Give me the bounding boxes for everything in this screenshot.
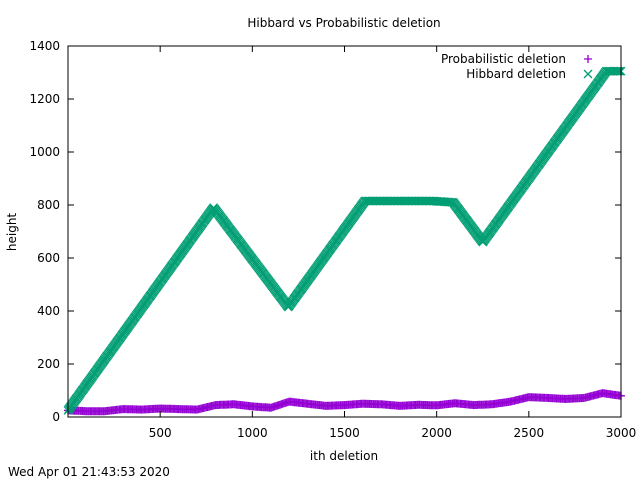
legend-marker: [584, 55, 592, 63]
y-tick-label: 1200: [29, 92, 60, 106]
x-tick-label: 2500: [514, 426, 545, 440]
y-tick-label: 0: [52, 410, 60, 424]
x-axis: 500 1000 1500 2000 2500 3000: [149, 46, 637, 440]
plot-marks: [63, 66, 626, 416]
y-tick-label: 1400: [29, 39, 60, 53]
data-point: [444, 197, 454, 207]
chart-title: Hibbard vs Probabilistic deletion: [247, 16, 440, 30]
x-tick-label: 2000: [421, 426, 452, 440]
legend-label: Hibbard deletion: [466, 67, 566, 81]
x-axis-label: ith deletion: [310, 449, 378, 463]
series-hibbard: [63, 66, 626, 415]
timestamp-footer: Wed Apr 01 21:43:53 2020: [8, 465, 170, 479]
legend-label: Probabilistic deletion: [441, 52, 566, 66]
data-point: [612, 66, 622, 76]
y-tick-label: 800: [37, 198, 60, 212]
data-point: [615, 66, 625, 76]
y-axis-label: height: [5, 213, 19, 252]
y-tick-label: 200: [37, 357, 60, 371]
x-tick-label: 1000: [237, 426, 268, 440]
y-axis: 0 200 400 600 800 1000 1200 1400: [29, 39, 621, 424]
x-tick-label: 3000: [606, 426, 637, 440]
y-tick-label: 600: [37, 251, 60, 265]
series-probabilistic: [64, 389, 625, 416]
legend-marker: [583, 69, 593, 79]
y-tick-label: 400: [37, 304, 60, 318]
x-tick-label: 1500: [329, 426, 360, 440]
x-tick-label: 500: [149, 426, 172, 440]
y-tick-label: 1000: [29, 145, 60, 159]
